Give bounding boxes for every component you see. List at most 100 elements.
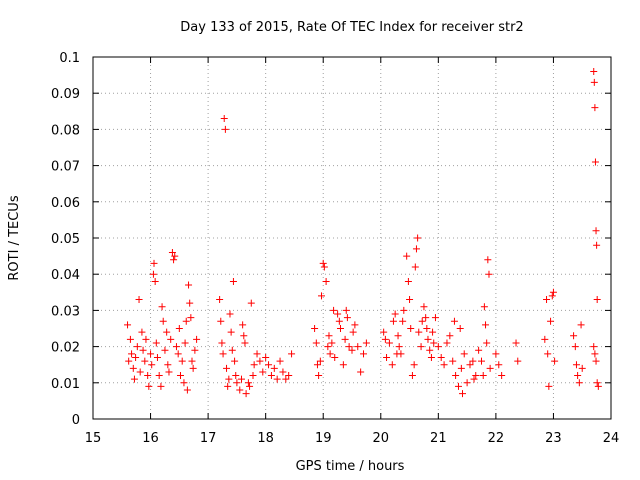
data-point <box>381 335 389 343</box>
data-point <box>404 277 412 285</box>
data-point <box>423 325 431 332</box>
data-point <box>330 306 338 314</box>
data-point <box>478 357 485 365</box>
data-point <box>348 346 356 354</box>
data-point <box>141 357 149 365</box>
data-point <box>249 372 257 380</box>
data-point <box>313 361 321 369</box>
data-point <box>135 296 143 304</box>
data-point <box>547 317 555 325</box>
y-tick-labels: 0 0.01 0.02 0.03 0.04 0.05 0.06 0.07 0.08 0.09 0.1 <box>51 51 80 428</box>
data-point <box>270 364 278 372</box>
data-point <box>224 382 232 390</box>
data-point <box>479 372 487 380</box>
data-point <box>167 335 175 343</box>
data-point <box>389 317 397 325</box>
data-point <box>317 292 325 300</box>
data-point <box>153 353 161 361</box>
data-point <box>191 346 199 354</box>
data-point <box>457 364 465 372</box>
data-point <box>174 350 182 358</box>
data-point <box>591 104 599 112</box>
data-point <box>543 296 551 304</box>
data-point <box>570 332 578 340</box>
data-point <box>325 332 333 340</box>
data-point <box>315 372 323 380</box>
data-point <box>400 306 408 314</box>
data-point <box>180 379 188 387</box>
data-point <box>328 339 336 347</box>
data-points <box>124 67 602 398</box>
data-point <box>228 346 236 354</box>
data-point <box>397 350 405 358</box>
data-point <box>273 375 281 383</box>
chart-title: Day 133 of 2015, Rate Of TEC Index for r… <box>180 20 523 35</box>
data-point <box>320 263 328 271</box>
x-tick-label: 20 <box>373 431 390 446</box>
x-tick-label: 19 <box>315 431 332 446</box>
data-point <box>343 314 351 322</box>
x-tick-label: 18 <box>257 431 274 446</box>
data-point <box>459 390 467 398</box>
data-point <box>189 364 197 372</box>
y-axis-label: ROTI / TECUs <box>7 195 22 280</box>
data-point <box>164 361 172 369</box>
data-point <box>142 335 150 343</box>
data-point <box>188 357 196 365</box>
data-point <box>357 368 365 376</box>
data-point <box>176 372 184 380</box>
data-point <box>380 328 388 336</box>
data-point <box>336 325 344 332</box>
data-point <box>341 335 349 343</box>
y-tick-label: 0.01 <box>51 377 80 392</box>
data-point <box>429 328 437 336</box>
data-point <box>414 234 422 242</box>
data-point <box>575 379 583 387</box>
data-point <box>498 372 506 380</box>
data-point <box>133 343 141 351</box>
data-point <box>124 321 132 329</box>
grid <box>93 57 611 419</box>
data-point <box>548 292 556 300</box>
data-point <box>483 339 491 347</box>
data-point <box>182 317 190 325</box>
data-point <box>383 353 391 361</box>
x-tick-label: 15 <box>85 431 102 446</box>
data-point <box>590 67 598 75</box>
data-point <box>449 357 457 365</box>
y-tick-label: 0.06 <box>51 196 80 211</box>
data-point <box>593 379 601 387</box>
data-point <box>136 368 144 376</box>
data-point <box>185 281 193 289</box>
y-tick-label: 0.07 <box>51 160 80 175</box>
data-point <box>322 277 330 285</box>
data-point <box>181 339 189 347</box>
data-point <box>138 328 146 336</box>
data-point <box>125 357 133 365</box>
data-point <box>217 317 225 325</box>
data-point <box>591 350 599 358</box>
data-point <box>593 296 601 304</box>
data-point <box>183 386 191 394</box>
data-point <box>130 375 138 383</box>
data-point <box>417 343 425 351</box>
data-point <box>244 379 252 387</box>
data-point <box>259 368 267 376</box>
data-point <box>218 339 226 347</box>
x-tick-labels: 15 16 17 18 19 20 21 22 23 24 <box>85 431 620 446</box>
data-point <box>285 372 293 380</box>
data-point <box>128 350 136 358</box>
data-point <box>395 343 403 351</box>
data-point <box>480 303 488 311</box>
data-point <box>452 372 460 380</box>
data-point <box>227 328 235 336</box>
x-tick-label: 16 <box>142 431 159 446</box>
data-point <box>256 357 264 365</box>
data-point <box>150 259 158 267</box>
data-point <box>446 332 454 340</box>
data-point <box>175 325 183 332</box>
data-point <box>225 375 233 383</box>
data-point <box>239 321 247 329</box>
data-point <box>420 303 428 311</box>
